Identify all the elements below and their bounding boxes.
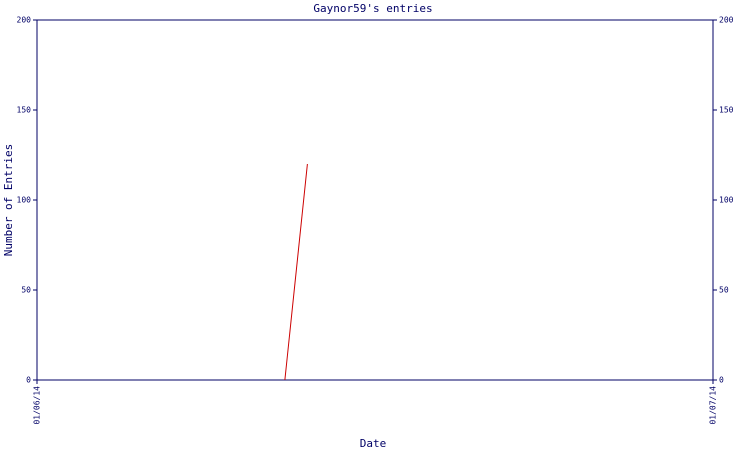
x-tick-label: 01/06/14 <box>33 386 42 425</box>
y2-tick-label: 0 <box>719 376 724 385</box>
y-tick-label: 200 <box>17 16 32 25</box>
y-tick-label: 50 <box>21 286 31 295</box>
y-tick-label: 0 <box>26 376 31 385</box>
plot-frame <box>36 19 714 381</box>
y-axis-label: Number of Entries <box>2 144 15 257</box>
y-tick-label: 150 <box>17 106 32 115</box>
y2-tick-label: 50 <box>719 286 729 295</box>
y2-tick-label: 150 <box>719 106 734 115</box>
y2-tick-label: 100 <box>719 196 734 205</box>
chart-title: Gaynor59's entries <box>313 2 432 15</box>
data-line <box>284 163 308 381</box>
x-axis-label: Date <box>360 437 387 450</box>
x-tick-label: 01/07/14 <box>709 386 718 425</box>
y2-tick-label: 200 <box>719 16 734 25</box>
y-tick-label: 100 <box>17 196 32 205</box>
